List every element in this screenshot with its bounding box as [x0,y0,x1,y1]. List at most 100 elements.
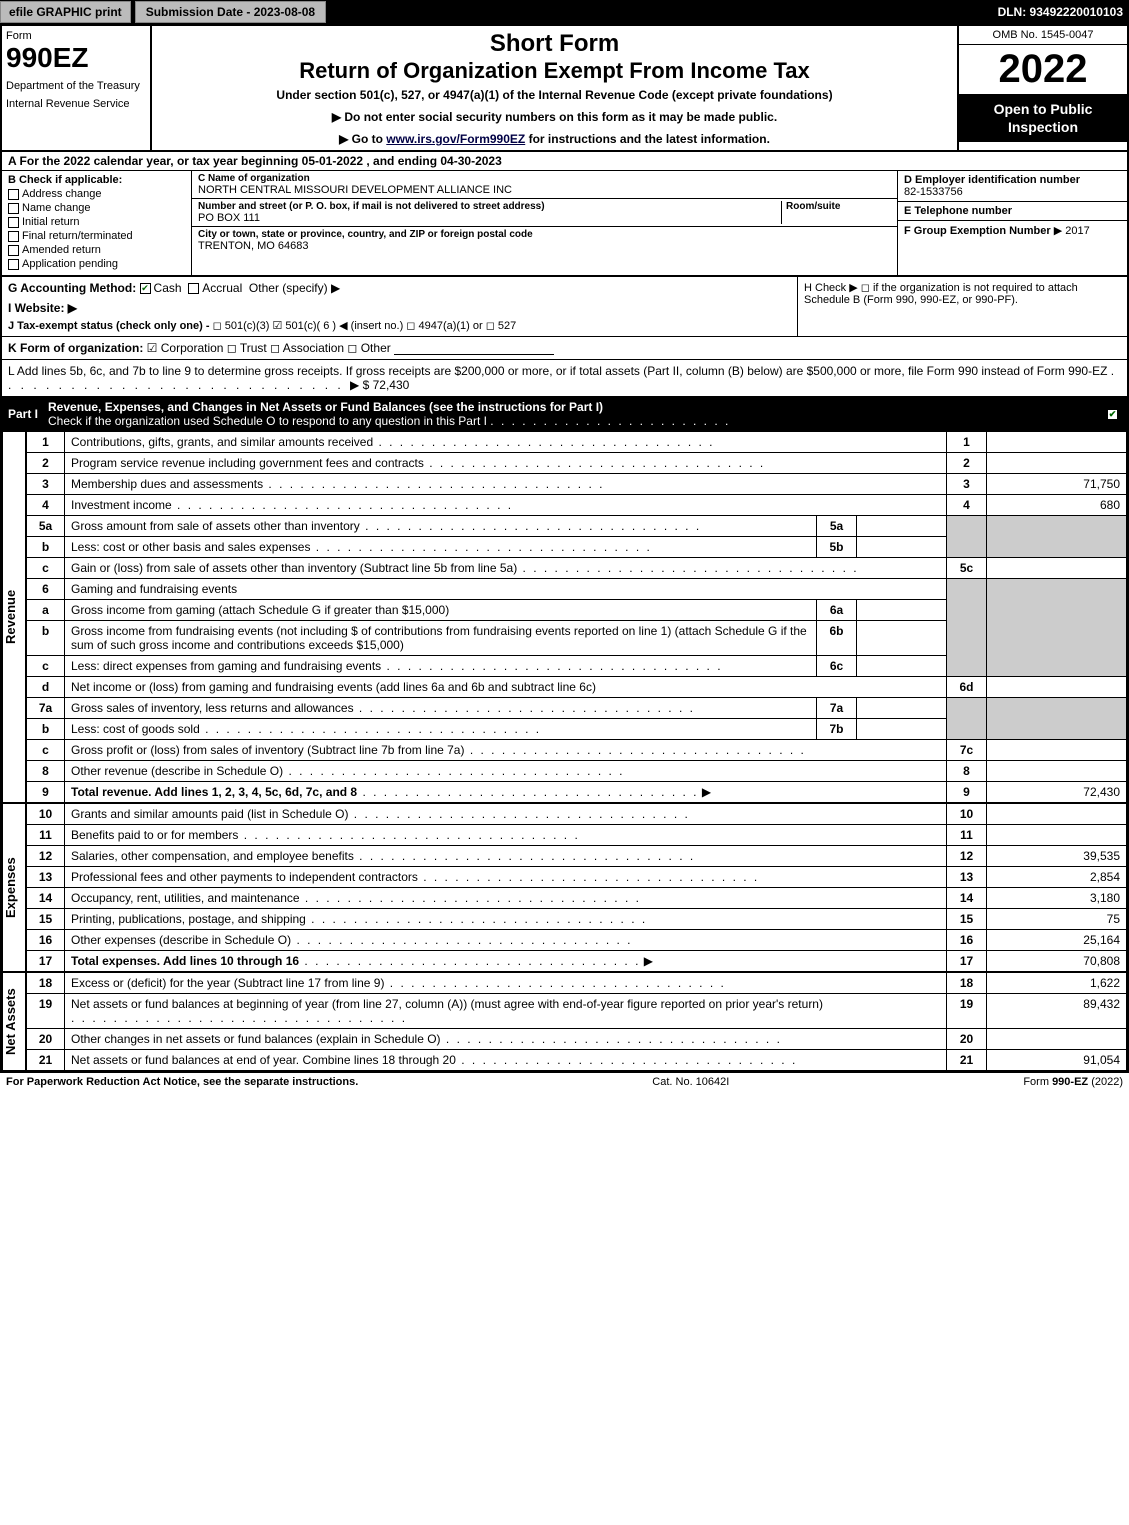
expenses-vlabel: Expenses [2,803,26,972]
line-3: 3Membership dues and assessments371,750 [27,474,1127,495]
line-5c: cGain or (loss) from sale of assets othe… [27,558,1127,579]
line-21: 21Net assets or fund balances at end of … [27,1050,1127,1071]
form-number: 990EZ [6,42,146,74]
net-assets-vlabel: Net Assets [2,972,26,1071]
note-no-ssn: ▶ Do not enter social security numbers o… [158,110,951,124]
city-label: City or town, state or province, country… [198,229,891,240]
cb-initial-return[interactable]: Initial return [8,216,185,228]
section-d-e-f: D Employer identification number 82-1533… [897,171,1127,275]
expenses-section: Expenses 10Grants and similar amounts pa… [2,803,1127,972]
top-bar: efile GRAPHIC print Submission Date - 20… [0,0,1129,24]
dept-treasury: Department of the Treasury [6,80,146,92]
ein-label: D Employer identification number [904,174,1080,186]
line-4: 4Investment income4680 [27,495,1127,516]
section-a: A For the 2022 calendar year, or tax yea… [2,152,1127,171]
footer-left: For Paperwork Reduction Act Notice, see … [6,1076,358,1088]
line-7a: 7aGross sales of inventory, less returns… [27,698,1127,719]
street-label: Number and street (or P. O. box, if mail… [198,201,781,212]
part-1-name: Part I [8,407,48,421]
efile-print-button[interactable]: efile GRAPHIC print [0,1,131,23]
line-19: 19Net assets or fund balances at beginni… [27,994,1127,1029]
line-10: 10Grants and similar amounts paid (list … [27,804,1127,825]
footer-catno: Cat. No. 10642I [358,1076,1023,1088]
goto-prefix: ▶ Go to [339,132,386,146]
header-mid: Short Form Return of Organization Exempt… [152,26,957,150]
goto-suffix: for instructions and the latest informat… [525,132,770,146]
line-20: 20Other changes in net assets or fund ba… [27,1029,1127,1050]
cb-amended-return[interactable]: Amended return [8,244,185,256]
accounting-method-label: G Accounting Method: [8,281,136,295]
org-name-label: C Name of organization [198,173,891,184]
org-name: NORTH CENTRAL MISSOURI DEVELOPMENT ALLIA… [198,184,891,196]
line-13: 13Professional fees and other payments t… [27,867,1127,888]
line-16: 16Other expenses (describe in Schedule O… [27,930,1127,951]
irs-link[interactable]: www.irs.gov/Form990EZ [386,132,525,146]
cb-application-pending[interactable]: Application pending [8,258,185,270]
group-label: F Group Exemption Number [904,225,1051,237]
section-l-text: L Add lines 5b, 6c, and 7b to line 9 to … [8,364,1107,378]
form-word: Form [6,30,146,42]
line-11: 11Benefits paid to or for members11 [27,825,1127,846]
net-assets-table: 18Excess or (deficit) for the year (Subt… [26,972,1127,1071]
line-7c: cGross profit or (loss) from sales of in… [27,740,1127,761]
line-6d: dNet income or (loss) from gaming and fu… [27,677,1127,698]
revenue-vlabel: Revenue [2,431,26,803]
line-6: 6Gaming and fundraising events [27,579,1127,600]
tax-exempt-opts: ◻ 501(c)(3) ☑ 501(c)( 6 ) ◀ (insert no.)… [213,320,517,332]
cb-cash[interactable] [140,283,151,294]
footer-form-ref: Form 990-EZ (2022) [1023,1076,1123,1088]
room-label: Room/suite [786,201,891,212]
note-goto: ▶ Go to www.irs.gov/Form990EZ for instru… [158,132,951,146]
group-value: ▶ 2017 [1054,225,1090,237]
header-left: Form 990EZ Department of the Treasury In… [2,26,152,150]
revenue-table: 1Contributions, gifts, grants, and simil… [26,431,1127,803]
identity-block: B Check if applicable: Address change Na… [2,171,1127,277]
cb-accrual[interactable] [188,283,199,294]
form-header: Form 990EZ Department of the Treasury In… [2,26,1127,152]
phone-label: E Telephone number [904,205,1012,217]
line-8: 8Other revenue (describe in Schedule O)8 [27,761,1127,782]
open-to-public: Open to Public Inspection [959,94,1127,142]
city-value: TRENTON, MO 64683 [198,240,891,252]
form-of-org-label: K Form of organization: [8,341,143,355]
dln-label: DLN: 93492220010103 [998,5,1129,19]
part-1-title: Revenue, Expenses, and Changes in Net As… [48,400,603,414]
line-12: 12Salaries, other compensation, and empl… [27,846,1127,867]
expenses-table: 10Grants and similar amounts paid (list … [26,803,1127,972]
line-17: 17Total expenses. Add lines 10 through 1… [27,951,1127,972]
form-990ez: Form 990EZ Department of the Treasury In… [0,24,1129,1073]
revenue-section: Revenue 1Contributions, gifts, grants, a… [2,431,1127,803]
line-2: 2Program service revenue including gover… [27,453,1127,474]
section-l: L Add lines 5b, 6c, and 7b to line 9 to … [2,360,1127,397]
section-h: H Check ▶ ◻ if the organization is not r… [797,277,1127,336]
part-1-header: Part I Revenue, Expenses, and Changes in… [2,397,1127,431]
part-1-subtitle: Check if the organization used Schedule … [48,414,487,428]
cb-address-change[interactable]: Address change [8,188,185,200]
cb-name-change[interactable]: Name change [8,202,185,214]
line-5a: 5aGross amount from sale of assets other… [27,516,1127,537]
street-value: PO BOX 111 [198,212,781,224]
section-b-header: B Check if applicable: [8,174,185,186]
website-label: I Website: ▶ [8,301,77,315]
page-footer: For Paperwork Reduction Act Notice, see … [0,1073,1129,1091]
dept-irs: Internal Revenue Service [6,98,146,110]
ein-value: 82-1533756 [904,186,963,198]
section-b: B Check if applicable: Address change Na… [2,171,192,275]
form-of-org-opts: ☑ Corporation ◻ Trust ◻ Association ◻ Ot… [147,341,391,355]
cb-final-return[interactable]: Final return/terminated [8,230,185,242]
section-l-amount: ▶ $ 72,430 [350,378,409,392]
line-9: 9Total revenue. Add lines 1, 2, 3, 4, 5c… [27,782,1127,803]
header-right: OMB No. 1545-0047 2022 Open to Public In… [957,26,1127,150]
part-1-checkbox[interactable] [1107,409,1118,420]
line-14: 14Occupancy, rent, utilities, and mainte… [27,888,1127,909]
line-15: 15Printing, publications, postage, and s… [27,909,1127,930]
section-c: C Name of organization NORTH CENTRAL MIS… [192,171,897,275]
short-form-title: Short Form [158,30,951,58]
line-1: 1Contributions, gifts, grants, and simil… [27,432,1127,453]
section-k: K Form of organization: ☑ Corporation ◻ … [2,337,1127,360]
submission-date-label: Submission Date - 2023-08-08 [135,1,326,23]
net-assets-section: Net Assets 18Excess or (deficit) for the… [2,972,1127,1071]
line-18: 18Excess or (deficit) for the year (Subt… [27,973,1127,994]
tax-exempt-label: J Tax-exempt status (check only one) - [8,320,213,332]
accounting-other: Other (specify) ▶ [249,281,340,295]
